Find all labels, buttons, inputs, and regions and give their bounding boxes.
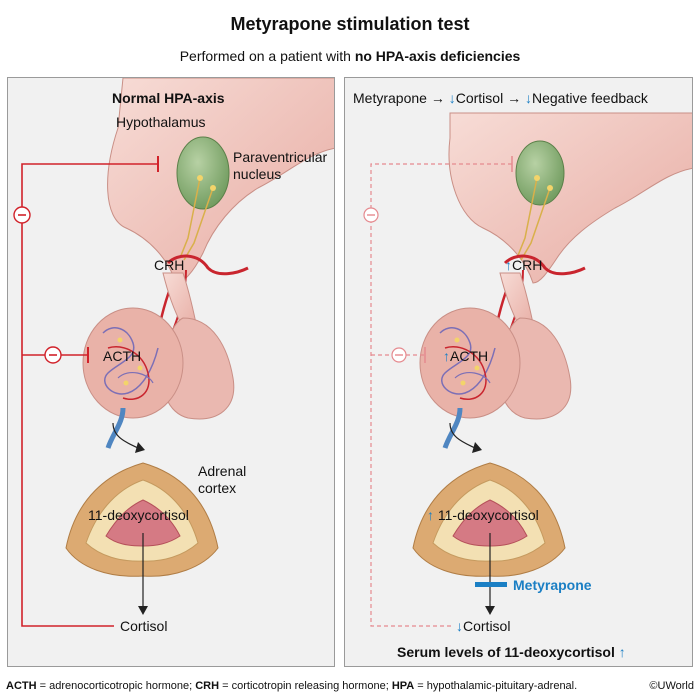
right-arrow-icon: → — [507, 90, 522, 106]
left-panel-heading: Normal HPA-axis — [112, 90, 225, 106]
deoxycortisol-label: 11-deoxycortisol — [88, 507, 189, 523]
hypothalamus-label: Hypothalamus — [116, 114, 206, 130]
heading-metyrapone: Metyrapone — [353, 90, 427, 106]
venous-outflow — [105, 407, 126, 449]
up-arrow-icon: ↑ — [427, 507, 434, 523]
down-arrow-icon: ↓ — [448, 90, 456, 106]
cortisol-label: ↓Cortisol — [456, 618, 510, 634]
cortisol-text: Cortisol — [463, 618, 511, 634]
down-arrow-icon: ↓ — [524, 90, 532, 106]
hypothalamus-shape — [448, 112, 692, 284]
metyrapone-label: Metyrapone — [513, 577, 592, 593]
cortisol-label: Cortisol — [120, 618, 168, 634]
acth-def: = adrenocorticotropic hormone; — [36, 680, 196, 692]
metyrapone-illustration — [363, 112, 692, 627]
portal-vessel — [166, 254, 249, 276]
crh-label: ↑CRH — [505, 257, 542, 273]
deoxycortisol-text: 11-deoxycortisol — [437, 507, 539, 523]
hpa-def: = hypothalamic-pituitary-adrenal. — [414, 680, 578, 692]
right-arrow-icon: → — [430, 90, 445, 106]
right-panel-heading: Metyrapone → ↓Cortisol → ↓Negative feedb… — [353, 90, 648, 106]
up-arrow-icon: ↑ — [443, 348, 450, 364]
deoxycortisol-label: ↑ 11-deoxycortisol — [427, 507, 539, 523]
copyright: ©UWorld — [649, 680, 694, 692]
abbreviations-footnote: ACTH = adrenocorticotropic hormone; CRH … — [6, 680, 577, 692]
cortex-label: cortex — [198, 480, 237, 496]
hpa-abbr: HPA — [391, 680, 415, 692]
acth-text: ACTH — [450, 348, 489, 364]
metyrapone-block — [475, 582, 507, 587]
adrenal-label: Adrenal — [198, 463, 247, 479]
figure-subtitle: Performed on a patient with no HPA-axis … — [0, 48, 700, 64]
negative-feedback-loop — [13, 156, 159, 627]
down-arrow-icon: ↓ — [456, 618, 463, 634]
paraventricular-label: Paraventricular — [233, 149, 328, 165]
up-arrow-icon: ↑ — [505, 257, 512, 273]
serum-levels-text: Serum levels of 11-deoxycortisol — [397, 644, 615, 660]
crh-def: = corticotropin releasing hormone; — [219, 680, 392, 692]
venous-outflow — [442, 407, 463, 449]
heading-feedback: Negative feedback — [531, 90, 648, 106]
anterior-pituitary — [419, 307, 521, 419]
heading-cortisol: Cortisol — [455, 90, 504, 106]
acth-label: ACTH — [103, 348, 142, 364]
up-arrow-icon: ↑ — [618, 644, 626, 660]
crh-text: CRH — [512, 257, 543, 273]
acth-label: ↑ACTH — [443, 348, 488, 364]
attenuated-feedback-loop — [363, 156, 513, 627]
figure-title: Metyrapone stimulation test — [230, 14, 470, 34]
nucleus-label: nucleus — [233, 166, 282, 182]
serum-levels-label: Serum levels of 11-deoxycortisol ↑ — [397, 644, 626, 660]
paraventricular-nucleus-shape — [515, 140, 565, 206]
normal-hpa-illustration — [13, 78, 334, 627]
acth-abbr: ACTH — [6, 680, 37, 692]
subtitle-prefix: Performed on a patient with — [179, 48, 355, 64]
portal-vessel — [503, 254, 586, 276]
crh-abbr: CRH — [195, 680, 220, 692]
paraventricular-nucleus-shape — [176, 136, 230, 210]
crh-label: CRH — [154, 257, 185, 273]
metyrapone-panel: Metyrapone → ↓Cortisol → ↓Negative feedb… — [344, 77, 693, 667]
normal-hpa-axis-panel: Normal HPA-axis Hypothalamus Paraventric… — [7, 77, 335, 667]
anterior-pituitary — [82, 307, 184, 419]
subtitle-emphasis: no HPA-axis deficiencies — [354, 48, 521, 64]
